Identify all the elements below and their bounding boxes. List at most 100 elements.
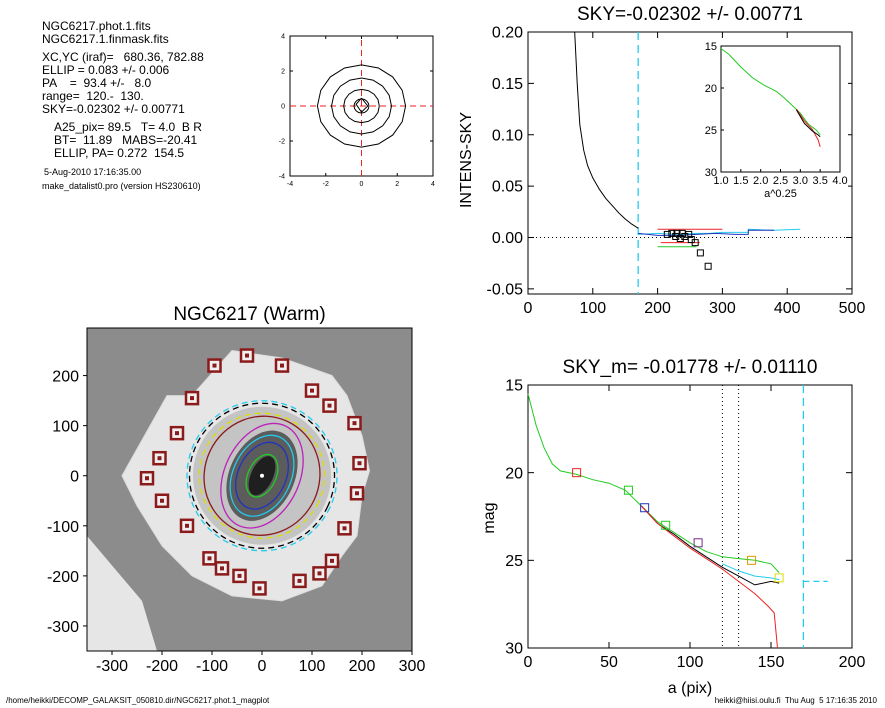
contour-level-3 [316,64,407,148]
sky-xtick-label: 400 [774,300,801,317]
timestamp: 5-Aug-2010 17:16:35.00 [44,167,142,177]
sky-point [696,249,704,257]
sky-point [672,232,680,240]
sky-series-black [574,31,639,229]
inset-ytick-label: 15 [705,41,717,53]
mag-ytick-label: 20 [505,465,523,482]
sky-box-center [237,573,242,578]
inset-xtick-label: 1.5 [733,175,748,187]
contour-level-1 [343,88,380,124]
sky-ytick-label: 0.10 [492,127,523,144]
sky-box-center [330,558,334,563]
sky-point [663,230,671,238]
contour-ytick-label: 4 [281,33,285,40]
inset-xtick-label: 3.0 [793,175,808,187]
mag-xtick-label: 50 [600,654,618,671]
sky-xtick-label: 200 [644,300,671,317]
mag-series-red [641,505,778,649]
sky-box-center [352,421,357,426]
mag-ylabel: mag [481,502,498,533]
sky-box-center [207,556,212,561]
mag-ytick-label: 25 [505,553,523,570]
image-ytick-label: -200 [47,569,79,586]
mag-ytick-label: 15 [505,378,523,395]
image-xtick-label: 0 [258,658,267,675]
mag-point [774,573,784,583]
mag-point [693,538,703,548]
sky-box-center [190,396,194,401]
sky-series-blue [638,229,775,236]
mag-ytick-label: 30 [505,641,523,658]
mag-point [747,555,757,565]
mag-series-cyan [722,563,780,581]
inset-series-red [795,108,821,147]
image-ytick-label: -300 [47,619,79,636]
center-coords: XC,YC (iraf)= 680.36, 782.88 [42,50,204,64]
a25: A25_pix= 89.5 T= 4.0 B R [54,120,202,134]
image-ytick-label: 200 [52,369,79,386]
mag-xtick-label: 150 [758,654,785,671]
contour-ytick-label: -4 [279,173,285,180]
contour-ytick-label: 2 [281,68,285,75]
sky-box-center [245,353,249,358]
bt-mabs: BT= 11.89 MABS=-20.41 [54,133,198,147]
image-xtick-label: 100 [299,658,326,675]
image-isophote-yellow [198,412,326,539]
sky-box-center [280,363,284,368]
sky-box-center [342,526,347,531]
sky-point [691,239,699,247]
image-xtick-label: -300 [96,658,128,675]
mag-title: SKY_m= -0.01778 +/- 0.01110 [563,357,818,378]
sky-ytick-label: 0.20 [492,25,523,42]
contour-level-0 [353,98,370,114]
mag-xtick-label: 100 [677,654,704,671]
image-isophote-blue [235,441,289,510]
image-edge-field [87,535,157,651]
inset-xtick-label: 2.0 [753,175,768,187]
inset-ytick-label: 30 [705,167,717,179]
inset-series-black [795,109,821,138]
sky-ytick-label: -0.05 [487,281,524,298]
image-xtick-label: 200 [349,658,376,675]
sky-ytick-label: 0.05 [492,179,523,196]
contour-xtick-label: 2 [395,181,399,188]
ellip-pa: ELLIP, PA= 0.272 154.5 [54,146,184,160]
sky-ylabel: INTENS-SKY [458,112,475,208]
inset-bg [691,40,848,200]
inset-xtick-label: 4.0 [832,175,847,187]
inset-xtick-label: 3.5 [813,175,828,187]
contour-xtick-label: 4 [431,181,435,188]
sky-xtick-label: 300 [709,300,736,317]
sky-box-center [220,566,224,571]
image-xtick-label: 300 [399,658,426,675]
contour-xtick-label: -2 [323,181,329,188]
image-isophote-cyan [186,400,338,552]
image-frame [86,327,413,652]
mask-file: NGC6217.1.finmask.fits [42,32,169,46]
range: range= 120.- 130. [42,89,144,103]
sky-box-center [212,363,217,368]
sky-xtick-label: 0 [524,300,533,317]
image-ytick-label: -100 [47,519,79,536]
sky-box-center [157,456,162,461]
image-title: NGC6217 (Warm) [173,304,325,325]
fits-file: NGC6217.phot.1.fits [42,19,151,33]
footer-path: /home/heikki/DECOMP_GALAKSIT_050810.dir/… [6,696,270,705]
program-version: make_datalist0.pro (version HS230610) [42,181,201,191]
mag-point [623,485,633,495]
sky-box-center [327,403,332,408]
mag-xtick-label: 200 [839,654,866,671]
sky-box-center [257,586,262,591]
contour-level-2 [330,77,392,135]
sky-value: SKY=-0.02302 +/- 0.00771 [42,102,185,116]
sky-xtick-label: 500 [839,300,866,317]
image-center-marker [260,473,264,478]
inset-ytick-label: 20 [705,83,717,95]
sky-box-center [355,491,359,496]
image-ytick-label: 100 [52,419,79,436]
image-isophote-magenta [220,422,304,529]
contour-ytick-label: -2 [279,138,285,145]
image-xtick-label: -200 [146,658,178,675]
sky-box-center [357,461,362,466]
mag-series-green [527,393,780,573]
